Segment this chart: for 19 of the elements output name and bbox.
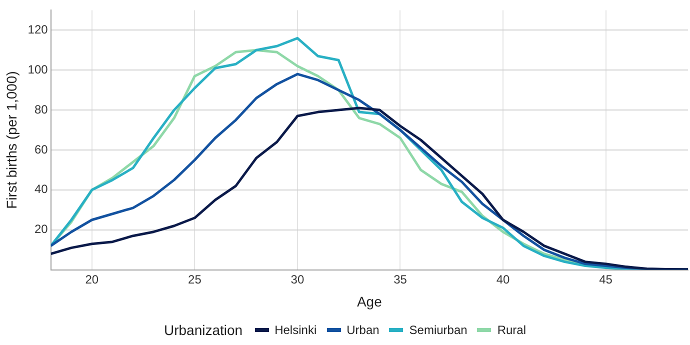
- y-axis-title: First births (per 1,000): [3, 71, 20, 209]
- legend-label: Urban: [346, 323, 380, 337]
- y-tick-label: 120: [28, 22, 48, 36]
- y-tick-label: 80: [34, 102, 48, 116]
- y-tick-label: 20: [34, 222, 48, 236]
- y-tick-label: 40: [34, 182, 48, 196]
- legend-label: Semiurban: [409, 323, 468, 337]
- y-tick-label: 100: [28, 62, 48, 76]
- x-tick-label: 30: [290, 272, 304, 286]
- legend-label: Rural: [497, 323, 526, 337]
- x-tick-label: 45: [599, 272, 613, 286]
- legend-title: Urbanization: [164, 322, 243, 338]
- y-tick-label: 60: [34, 142, 48, 156]
- x-tick-label: 20: [85, 272, 99, 286]
- x-tick-label: 40: [496, 272, 510, 286]
- x-axis-title: Age: [356, 293, 382, 310]
- x-tick-label: 35: [394, 272, 408, 286]
- legend-label: Helsinki: [274, 323, 317, 337]
- x-tick-label: 25: [188, 272, 202, 286]
